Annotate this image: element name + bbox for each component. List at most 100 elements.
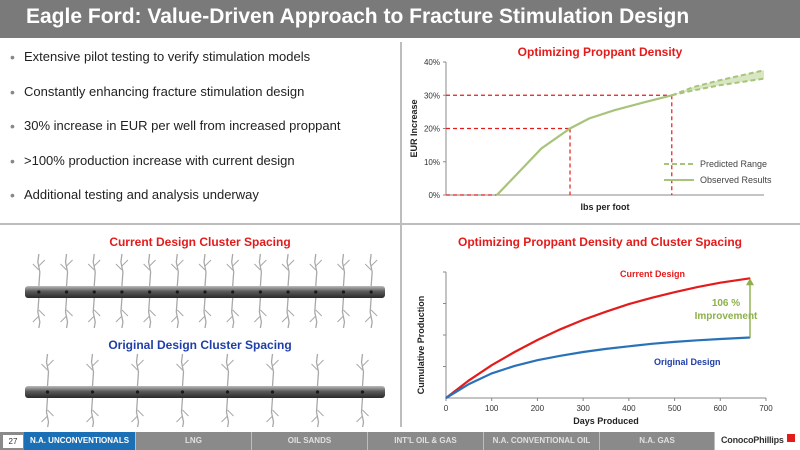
chart2-x-tick-label: 200 (531, 404, 545, 413)
chart2-point (491, 372, 493, 375)
current-well-perforation (341, 290, 346, 294)
original-well-perforation (45, 390, 50, 394)
original-well-pipe (25, 386, 385, 398)
original-well-fracture (131, 353, 144, 427)
chart1-y-tick-label: 40% (424, 58, 440, 67)
current-well-fracture (254, 253, 267, 329)
chart2-point (696, 286, 699, 288)
current-spacing-label: Current Design Cluster Spacing (109, 235, 291, 249)
page-number: 27 (3, 435, 23, 448)
bullet-item: 30% increase in EUR per well from increa… (10, 117, 395, 152)
current-well-fracture (226, 253, 240, 329)
logo-mark-icon (787, 434, 795, 442)
chart2-point (605, 348, 607, 350)
current-well-perforation (231, 290, 235, 294)
chart2-x-tick-label: 500 (668, 404, 682, 413)
cluster-spacing-chart: 0 100 200 300 400 500 600 700 Days Produced Cumul… (416, 269, 773, 426)
chart2-point (673, 291, 676, 293)
bullet-list: Extensive pilot testing to verify stimul… (10, 48, 395, 221)
current-well-perforation (64, 290, 69, 294)
current-well-perforation (286, 290, 290, 294)
bullet-item: >100% production increase with current d… (10, 152, 395, 187)
current-well-perforation (314, 290, 318, 294)
current-well-perforation (148, 290, 152, 294)
chart1-y-tick-label: 10% (424, 158, 440, 167)
chart2-x-tick-label: 400 (622, 404, 636, 413)
chart1-predicted-band (671, 70, 764, 96)
chart2-annotation-value: 106 % (712, 298, 740, 309)
chart2-series-original-design (445, 336, 751, 399)
chart1-point-observed (569, 127, 571, 130)
bullet-item: Constantly enhancing fracture stimulatio… (10, 83, 395, 118)
chart2-label-original-design: Original Design (654, 357, 721, 367)
chart1-point-observed (515, 174, 517, 176)
footer-tab-na-unconventionals[interactable]: N.A. UNCONVENTIONALS (24, 432, 136, 450)
current-well-perforation (369, 290, 373, 294)
chart2-point (605, 311, 607, 313)
chart2-point (559, 328, 561, 330)
original-well-fracture (356, 353, 369, 427)
chart2-annotation-label: Improvement (695, 311, 758, 322)
chart2-point (536, 359, 539, 361)
chart2-point (536, 339, 539, 341)
chart1-series-observed-results (496, 94, 673, 196)
original-design-wellbore (25, 353, 385, 427)
chart2-x-tick-label: 600 (714, 404, 728, 413)
vertical-divider (400, 42, 402, 427)
chart2-point (628, 345, 630, 347)
chart2-point (468, 379, 470, 381)
chart1-title: Optimizing Proppant Density (517, 45, 683, 59)
logo-text: ConocoPhillips (721, 435, 784, 445)
current-well-fracture (87, 253, 101, 329)
current-well-fracture (170, 253, 184, 329)
company-logo: ConocoPhillips (715, 432, 800, 450)
chart2-point (651, 297, 653, 299)
chart1-legend-predicted: Predicted Range (700, 159, 767, 169)
chart1-y-tick-label: 30% (424, 91, 440, 100)
current-design-wellbore (25, 253, 385, 329)
chart1-point-observed (588, 117, 590, 120)
chart2-improvement-arrowhead (746, 278, 754, 286)
footer-tab-na-conventional-oil[interactable]: N.A. CONVENTIONAL OIL (484, 432, 600, 450)
footer-tab-oil-sands[interactable]: OIL SANDS (252, 432, 368, 450)
current-well-perforation (92, 290, 96, 294)
slide-title: Eagle Ford: Value-Driven Approach to Fra… (26, 5, 690, 28)
chart1-series-predicted-lower (671, 77, 765, 97)
chart1-y-label: EUR Increase (409, 99, 419, 157)
bullet-item: Extensive pilot testing to verify stimul… (10, 48, 395, 83)
chart2-label-current-design: Current Design (620, 269, 685, 279)
chart2-point (445, 397, 447, 399)
original-well-perforation (360, 390, 365, 394)
chart2-point (491, 364, 493, 366)
chart2-point (582, 351, 584, 353)
chart2-point (513, 365, 516, 367)
proppant-density-chart: 0% 10% 20% 30% 40% lbs per foot EUR Increase Pr… (409, 58, 772, 212)
chart1-y-tick-label: 20% (424, 125, 440, 134)
footer-tab-intl-oil-gas[interactable]: INT'L OIL & GAS (368, 432, 484, 450)
chart2-x-tick-label: 0 (444, 404, 449, 413)
original-spacing-label: Original Design Cluster Spacing (108, 338, 292, 352)
chart1-legend-observed: Observed Results (700, 175, 772, 185)
footer-tab-lng[interactable]: LNG (136, 432, 252, 450)
chart1-point-observed (642, 101, 644, 104)
original-well-perforation (180, 390, 185, 394)
chart2-point (719, 282, 721, 284)
current-well-perforation (258, 290, 262, 294)
footer-nav: 27 N.A. UNCONVENTIONALS LNG OIL SANDS IN… (0, 432, 800, 450)
current-well-fracture (143, 253, 156, 329)
current-well-fracture (281, 253, 295, 329)
original-well-perforation (90, 390, 95, 394)
chart2-x-tick-label: 300 (576, 404, 590, 413)
chart2-point (628, 303, 630, 305)
chart2-point (513, 351, 516, 353)
original-well-perforation (225, 390, 230, 394)
bullet-item: Additional testing and analysis underway (10, 186, 395, 221)
chart2-x-tick-label: 700 (759, 404, 773, 413)
chart1-point-observed (613, 109, 616, 111)
current-well-perforation (120, 290, 124, 294)
footer-tab-na-gas[interactable]: N.A. GAS (600, 432, 715, 450)
chart2-point (696, 339, 699, 341)
original-well-fracture (176, 353, 189, 427)
current-well-perforation (37, 290, 41, 294)
chart1-point-observed (496, 194, 498, 196)
